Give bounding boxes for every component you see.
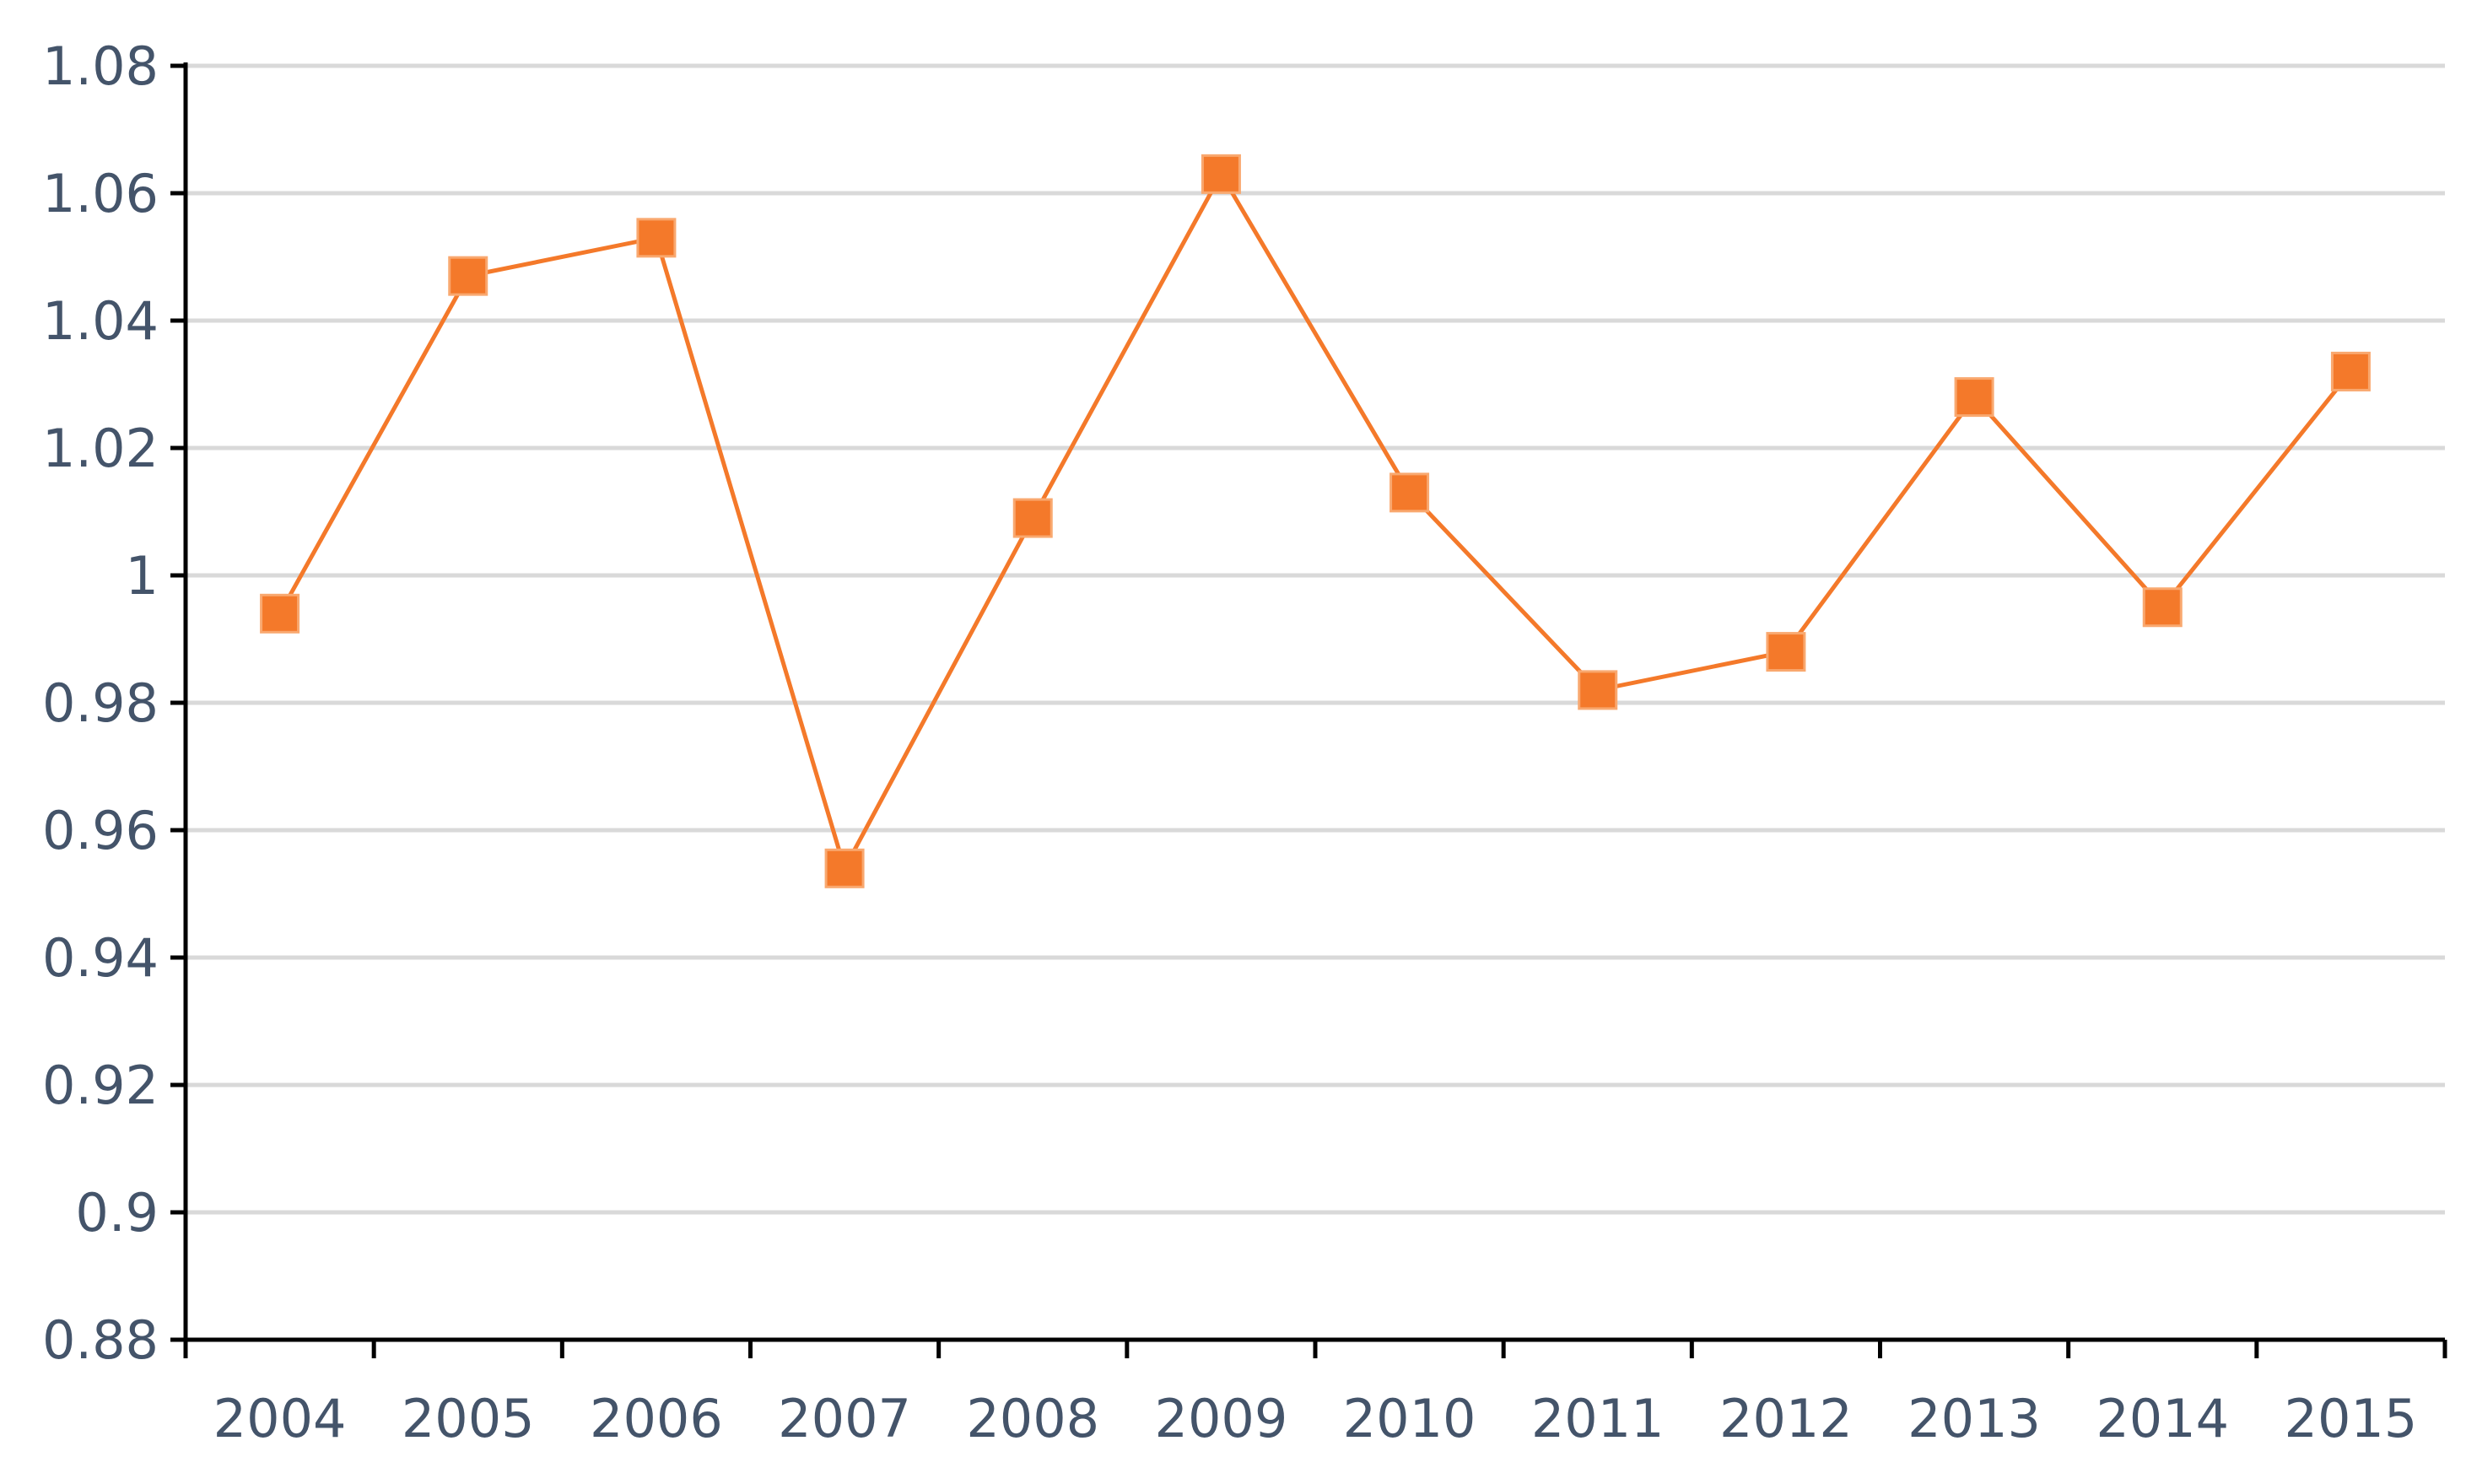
data-point-marker: [2330, 351, 2371, 391]
x-tick-label: 2015: [2285, 1388, 2418, 1449]
data-point-marker: [1954, 377, 1994, 418]
x-tick-label: 2009: [1155, 1388, 1288, 1449]
y-tick-label: 1.06: [42, 163, 159, 224]
y-axis-tick-labels: 0.88 0.9 0.92 0.94 0.96 0.98 1 1.02 1.04 1.06 1.08: [42, 35, 159, 1371]
data-point-marker: [1766, 632, 1806, 672]
data-point-marker: [1012, 498, 1053, 538]
axes: [170, 62, 2447, 1358]
x-axis-tick-labels: 2004 2005 2006 2007 2008 2009 2010 2011 2012 2013…: [213, 1388, 2418, 1449]
data-point-marker: [1578, 670, 1618, 710]
y-tick-label: 1.08: [42, 35, 159, 97]
y-tick-label: 0.92: [42, 1055, 159, 1116]
y-tick-label: 1.02: [42, 418, 159, 479]
data-point-marker: [2142, 587, 2183, 628]
x-tick-label: 2007: [778, 1388, 911, 1449]
x-tick-label: 2008: [966, 1388, 1099, 1449]
x-tick-label: 2011: [1531, 1388, 1665, 1449]
x-tick-label: 2004: [213, 1388, 347, 1449]
x-tick-label: 2013: [1908, 1388, 2041, 1449]
data-point-marker: [1201, 154, 1241, 194]
data-point-marker: [448, 256, 488, 296]
y-tick-label: 1: [126, 545, 159, 607]
y-tick-label: 1.04: [42, 290, 159, 352]
x-tick-label: 2010: [1343, 1388, 1476, 1449]
gridlines: [186, 63, 2445, 1215]
series-line: [278, 170, 2353, 874]
x-tick-label: 2005: [402, 1388, 535, 1449]
y-tick-label: 0.98: [42, 672, 159, 734]
data-point-marker: [636, 218, 677, 258]
y-tick-label: 0.9: [75, 1182, 159, 1244]
x-tick-label: 2012: [1719, 1388, 1853, 1449]
data-point-marker: [1389, 472, 1430, 513]
x-tick-label: 2014: [2096, 1388, 2229, 1449]
x-tick-label: 2006: [590, 1388, 723, 1449]
series-group: [260, 154, 2371, 888]
y-tick-label: 0.88: [42, 1309, 159, 1371]
data-point-marker: [824, 848, 865, 888]
y-tick-label: 0.94: [42, 927, 159, 989]
data-point-marker: [260, 593, 300, 634]
y-tick-label: 0.96: [42, 800, 159, 861]
